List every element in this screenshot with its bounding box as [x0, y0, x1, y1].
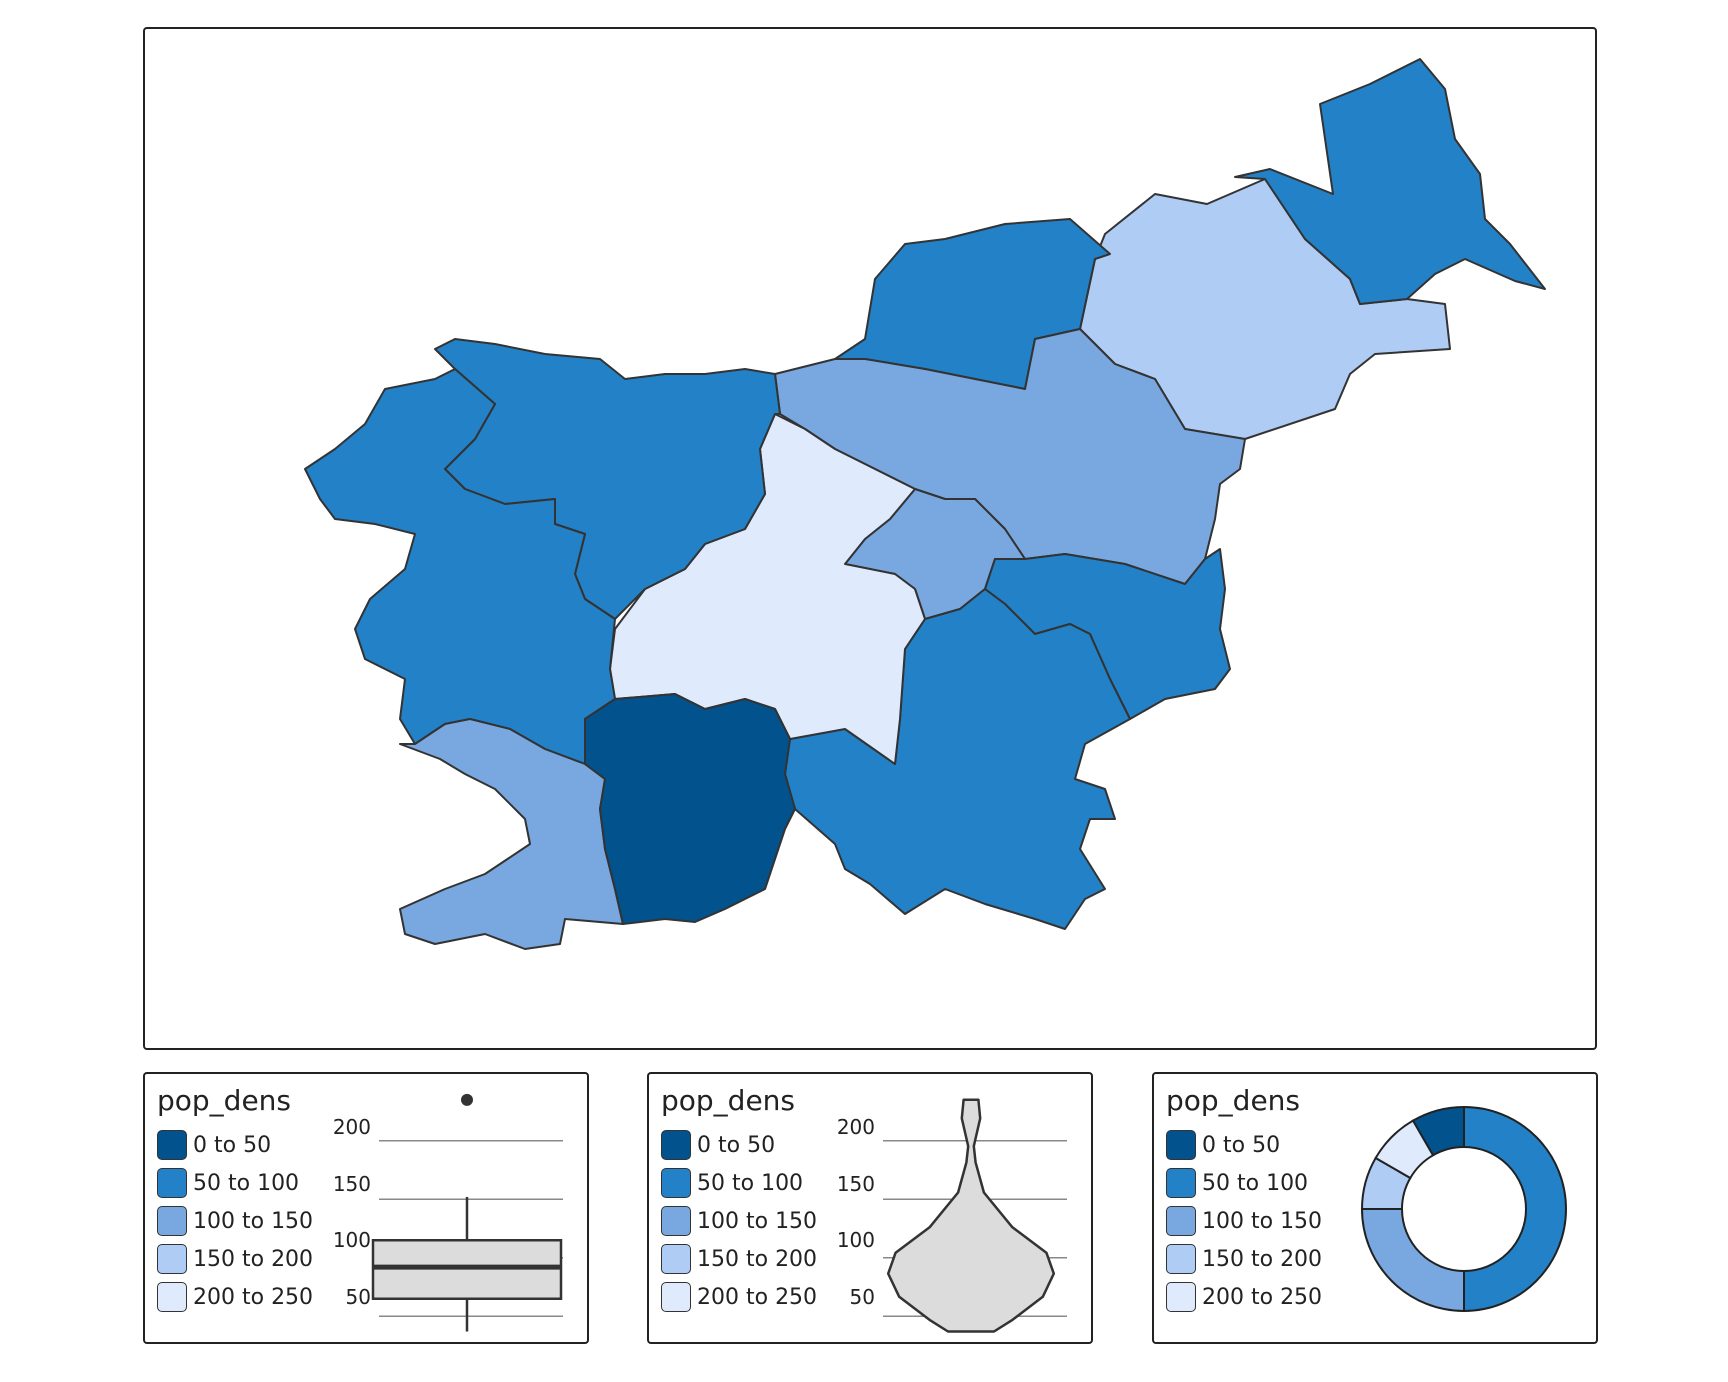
legend-item: 0 to 50: [661, 1128, 775, 1162]
legend-swatch: [661, 1206, 691, 1236]
legend-item: 50 to 100: [1166, 1166, 1308, 1200]
donut-slice: [1360, 1208, 1465, 1313]
legend-item: 100 to 150: [661, 1204, 817, 1238]
legend-label: 200 to 250: [1202, 1284, 1323, 1310]
legend-label: 200 to 250: [697, 1284, 818, 1310]
legend-item: 150 to 200: [1166, 1242, 1322, 1276]
legend-swatch: [1166, 1130, 1196, 1160]
legend-item: 0 to 50: [157, 1128, 271, 1162]
legend-panel-violin: pop_dens 0 to 50 50 to 100 100 to 150 15…: [647, 1072, 1093, 1344]
violin-shape: [886, 1098, 1056, 1333]
axis-tick-label: 50: [850, 1285, 875, 1309]
legend-label: 200 to 250: [193, 1284, 314, 1310]
axis-tick-label: 150: [837, 1172, 875, 1196]
donut-chart: [1360, 1105, 1567, 1313]
donut-slice: [1374, 1119, 1435, 1180]
legend-swatch: [157, 1244, 187, 1274]
legend-label: 0 to 50: [697, 1132, 776, 1158]
legend-swatch: [661, 1130, 691, 1160]
legend-swatch: [661, 1168, 691, 1198]
legend-panel-boxplot: pop_dens 0 to 50 50 to 100 100 to 150 15…: [143, 1072, 589, 1344]
legend-item: 150 to 200: [157, 1242, 313, 1276]
legend-panel-donut: pop_dens 0 to 50 50 to 100 100 to 150 15…: [1152, 1072, 1598, 1344]
legend-swatch: [1166, 1168, 1196, 1198]
legend-item: 100 to 150: [157, 1204, 313, 1238]
legend-swatch: [1166, 1244, 1196, 1274]
axis-tick-label: 100: [837, 1228, 875, 1252]
box-outlier: [461, 1093, 473, 1106]
axis-tick-label: 50: [346, 1285, 371, 1309]
legend-label: 0 to 50: [193, 1132, 272, 1158]
legend-title: pop_dens: [157, 1084, 292, 1117]
legend-item: 50 to 100: [661, 1166, 803, 1200]
region-obalno-kraska[interactable]: [399, 718, 624, 950]
legend-label: 50 to 100: [697, 1170, 804, 1196]
legend-label: 150 to 200: [697, 1246, 818, 1272]
legend-label: 50 to 100: [1202, 1170, 1309, 1196]
legend-item: 0 to 50: [1166, 1128, 1280, 1162]
legend-title: pop_dens: [1166, 1084, 1301, 1117]
legend-title: pop_dens: [661, 1084, 796, 1117]
legend-label: 100 to 150: [697, 1208, 818, 1234]
legend-item: 200 to 250: [157, 1280, 313, 1314]
region-primorsko-notranjska[interactable]: [584, 693, 796, 925]
legend-swatch: [157, 1168, 187, 1198]
legend-item: 200 to 250: [661, 1280, 817, 1314]
legend-label: 150 to 200: [1202, 1246, 1323, 1272]
legend-swatch: [1166, 1282, 1196, 1312]
legend-label: 150 to 200: [193, 1246, 314, 1272]
map-panel: [143, 27, 1597, 1050]
legend-swatch: [661, 1282, 691, 1312]
region-podravska[interactable]: [1234, 58, 1546, 305]
legend-label: 0 to 50: [1202, 1132, 1281, 1158]
choropleth-map: [304, 58, 1546, 950]
legend-swatch: [1166, 1206, 1196, 1236]
axis-tick-label: 200: [333, 1115, 371, 1139]
legend-swatch: [157, 1206, 187, 1236]
legend-swatch: [157, 1130, 187, 1160]
legend-label: 100 to 150: [193, 1208, 314, 1234]
boxplot-chart: 200 150 100 50: [333, 1093, 563, 1332]
legend-swatch: [661, 1244, 691, 1274]
legend-item: 200 to 250: [1166, 1280, 1322, 1314]
legend-label: 100 to 150: [1202, 1208, 1323, 1234]
axis-tick-label: 150: [333, 1172, 371, 1196]
axis-tick-label: 200: [837, 1115, 875, 1139]
legend-item: 150 to 200: [661, 1242, 817, 1276]
legend-item: 100 to 150: [1166, 1204, 1322, 1238]
violin-chart: 200 150 100 50: [837, 1098, 1067, 1333]
axis-tick-label: 100: [333, 1228, 371, 1252]
legend-swatch: [157, 1282, 187, 1312]
donut-slice: [1463, 1105, 1567, 1313]
legend-label: 50 to 100: [193, 1170, 300, 1196]
legend-item: 50 to 100: [157, 1166, 299, 1200]
